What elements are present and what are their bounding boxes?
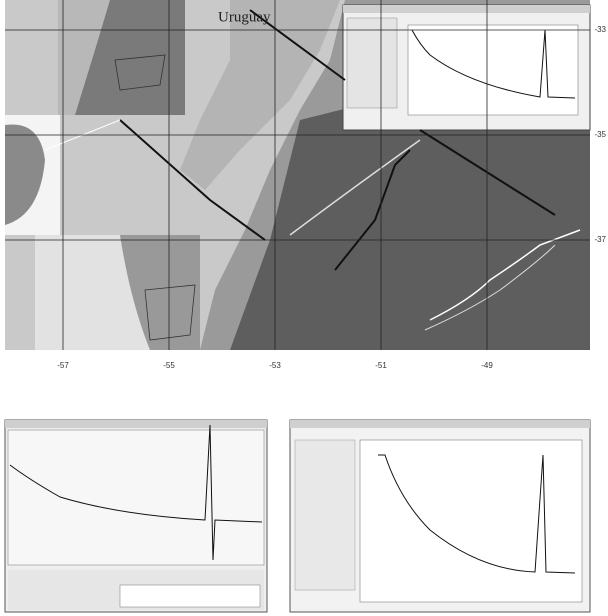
- window-titlebar: [343, 5, 590, 13]
- deep-ocean: [230, 60, 590, 350]
- inset-box: [144, 284, 196, 341]
- map: Uruguay: [5, 0, 591, 350]
- lat-label: -37: [594, 235, 606, 244]
- window-titlebar: [5, 420, 267, 428]
- profile-plot: [359, 439, 583, 603]
- land-shape: [5, 124, 45, 225]
- inset-shelf: [120, 235, 200, 350]
- lon-label: -51: [375, 361, 387, 370]
- screenshot-left: [4, 419, 268, 613]
- screenshot-right: [289, 419, 591, 613]
- profile-track: [334, 149, 411, 271]
- data-table: [119, 584, 261, 608]
- lat-label: -33: [594, 25, 606, 34]
- inset-land: [58, 0, 110, 115]
- lon-label: -55: [163, 361, 175, 370]
- profile-track: [289, 139, 421, 236]
- lon-label: -53: [269, 361, 281, 370]
- survey-line: [119, 119, 266, 241]
- profile-plot: [407, 24, 579, 116]
- survey-line: [249, 9, 346, 81]
- control-panel: [346, 17, 398, 109]
- lon-label: -49: [481, 361, 493, 370]
- country-label: Uruguay: [218, 9, 271, 25]
- inset-box: [114, 54, 166, 91]
- lon-label: -57: [57, 361, 69, 370]
- profile-track: [429, 229, 581, 321]
- side-panel: [294, 439, 356, 591]
- profile-curve: [411, 29, 576, 99]
- profile-curve: [378, 454, 576, 574]
- survey-line: [419, 129, 556, 216]
- profile-curve: [9, 424, 263, 561]
- profile-plot: [7, 429, 265, 566]
- lat-label: -35: [594, 130, 606, 139]
- profile-track: [424, 244, 556, 331]
- window-titlebar: [290, 420, 590, 428]
